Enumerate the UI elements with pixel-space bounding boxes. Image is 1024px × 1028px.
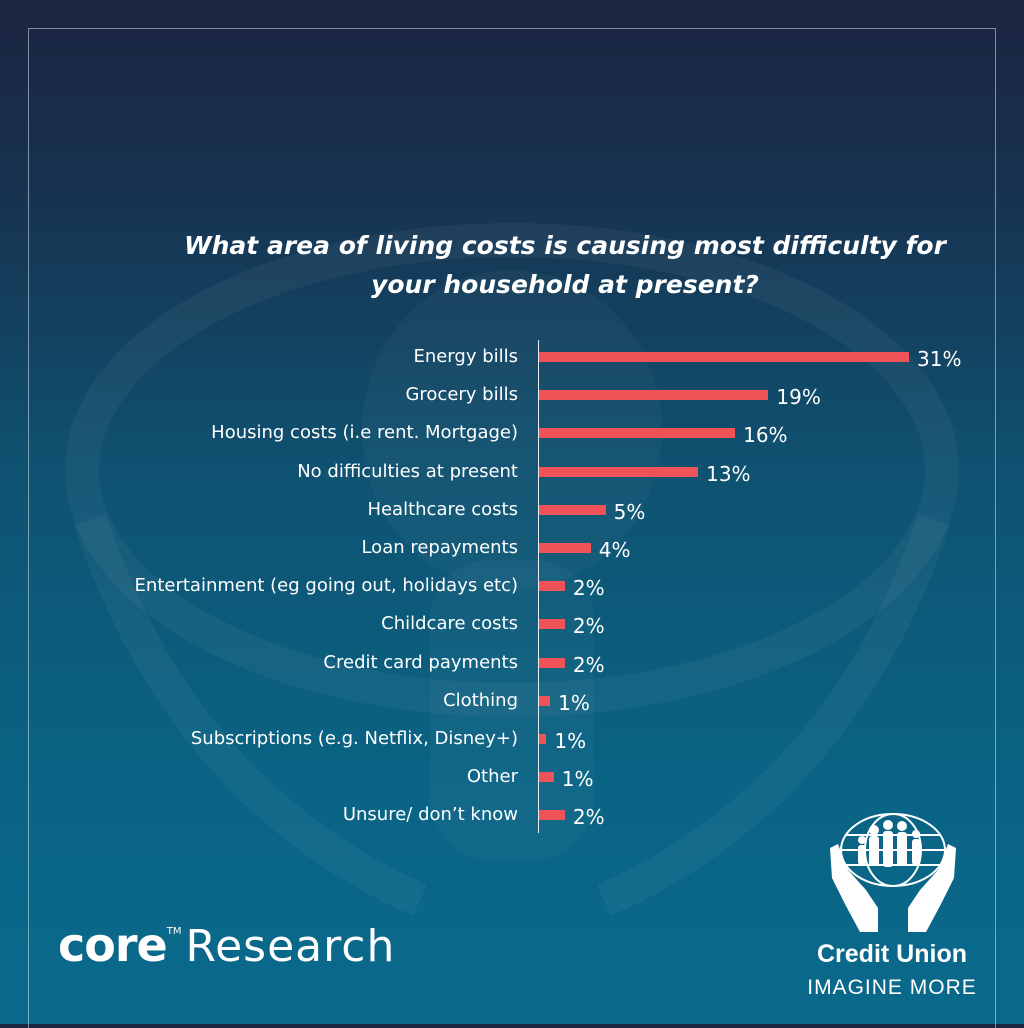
- category-label: Housing costs (i.e rent. Mortgage): [211, 422, 518, 444]
- category-label: Energy bills: [413, 346, 518, 367]
- category-label: Healthcare costs: [367, 498, 518, 520]
- value-label: 4%: [598, 538, 631, 562]
- y-axis-line: [538, 340, 539, 833]
- bar: [539, 772, 554, 783]
- value-label: 16%: [743, 423, 788, 448]
- chart-title: What area of living costs is causing mos…: [110, 226, 1020, 304]
- trademark-mark: TM: [166, 926, 182, 937]
- bar: [539, 810, 565, 821]
- bar: [539, 695, 551, 706]
- value-label: 31%: [917, 347, 962, 371]
- bar: [539, 466, 699, 477]
- category-label: No difficulties at present: [297, 460, 518, 482]
- bar: [539, 581, 565, 592]
- value-label: 19%: [776, 385, 821, 410]
- credit-union-hands-globe-icon: [830, 813, 956, 932]
- value-label: 1%: [561, 767, 594, 792]
- value-label: 2%: [572, 652, 605, 677]
- value-label: 13%: [706, 461, 751, 486]
- core-research-logo: coreTMResearch: [58, 918, 395, 972]
- category-label: Grocery bills: [405, 384, 518, 406]
- core-logo-word: core: [58, 918, 168, 972]
- category-label: Other: [466, 766, 518, 788]
- category-label: Entertainment (eg going out, holidays et…: [134, 575, 518, 597]
- title-line-1: What area of living costs is causing mos…: [184, 231, 946, 260]
- category-label: Clothing: [443, 689, 518, 711]
- category-label: Subscriptions (e.g. Netflix, Disney+): [190, 728, 518, 749]
- border-frame: [28, 28, 996, 1028]
- value-label: 2%: [572, 614, 605, 639]
- category-label: Unsure/ don’t know: [342, 804, 518, 826]
- bar: [539, 734, 547, 744]
- value-label: 5%: [613, 499, 646, 524]
- bar: [539, 657, 565, 668]
- credit-union-name: Credit Union: [817, 940, 967, 968]
- bar: [539, 352, 909, 362]
- bar: [539, 619, 565, 630]
- bar: [539, 428, 736, 439]
- category-label: Childcare costs: [381, 613, 518, 635]
- bar: [539, 504, 606, 515]
- value-label: 2%: [572, 805, 605, 830]
- bar: [539, 543, 591, 553]
- research-logo-word: Research: [185, 921, 396, 972]
- category-label: Credit card payments: [323, 651, 518, 673]
- bar: [539, 390, 769, 401]
- value-label: 1%: [554, 729, 587, 753]
- title-line-2: your household at present?: [371, 270, 759, 299]
- credit-union-tagline: IMAGINE MORE: [807, 976, 977, 999]
- value-label: 2%: [572, 576, 605, 601]
- category-label: Loan repayments: [361, 537, 518, 558]
- value-label: 1%: [558, 690, 590, 715]
